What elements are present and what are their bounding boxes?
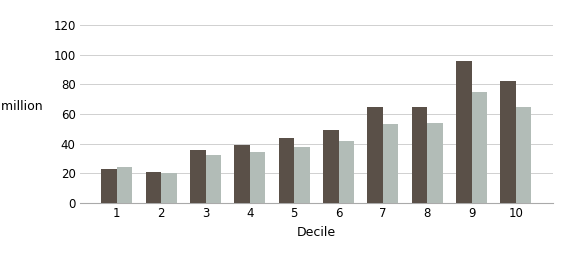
Bar xyxy=(206,155,221,203)
Bar xyxy=(456,61,471,203)
Bar xyxy=(427,123,443,203)
Bar xyxy=(339,141,354,203)
Bar xyxy=(101,169,117,203)
Bar xyxy=(500,81,516,203)
Bar xyxy=(294,147,310,203)
X-axis label: Decile: Decile xyxy=(297,225,336,238)
Y-axis label: $million: $million xyxy=(0,100,43,113)
Bar xyxy=(279,138,294,203)
Bar xyxy=(383,124,398,203)
Bar xyxy=(516,107,531,203)
Bar xyxy=(117,167,132,203)
Bar xyxy=(190,150,206,203)
Bar xyxy=(471,92,487,203)
Bar xyxy=(234,145,250,203)
Bar xyxy=(250,152,266,203)
Bar xyxy=(367,107,383,203)
Bar xyxy=(412,107,427,203)
Bar xyxy=(146,172,161,203)
Bar xyxy=(161,173,177,203)
Bar xyxy=(323,130,339,203)
